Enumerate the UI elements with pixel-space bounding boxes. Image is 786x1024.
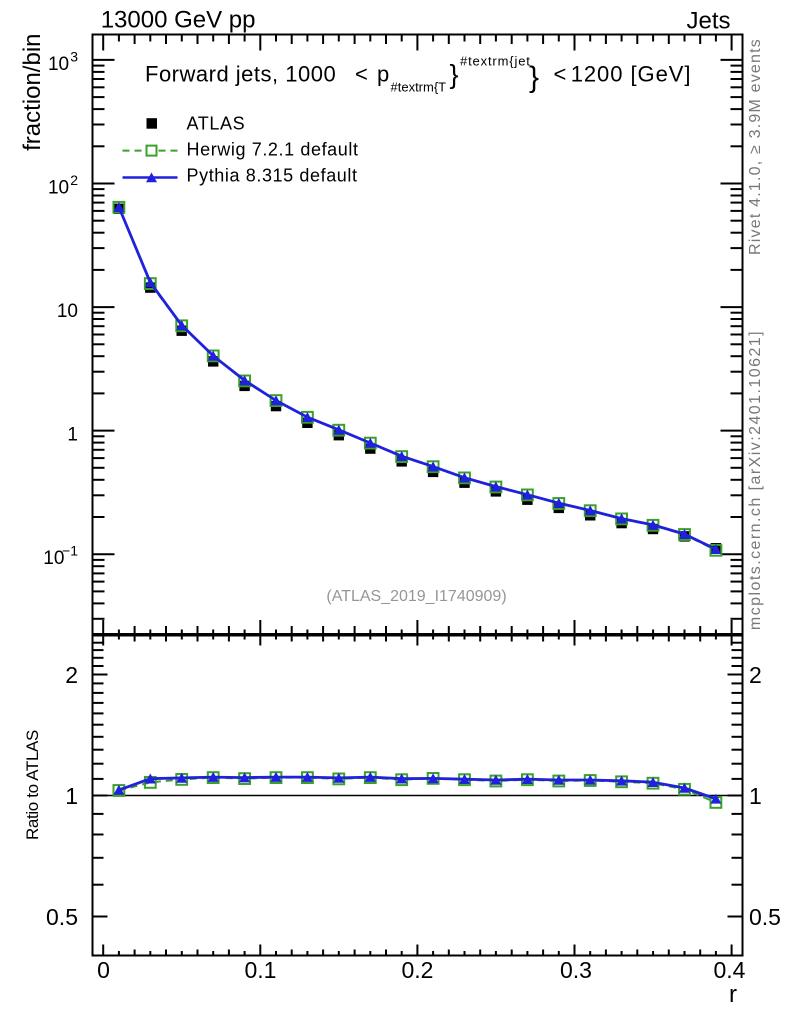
svg-text:mcplots.cern.ch [arXiv:2401.10: mcplots.cern.ch [arXiv:2401.10621] <box>747 330 764 630</box>
svg-text:1200 [GeV]: 1200 [GeV] <box>571 62 692 87</box>
svg-text:}: } <box>450 60 459 90</box>
svg-text:10: 10 <box>48 178 69 199</box>
svg-text:1: 1 <box>65 783 78 809</box>
svg-text:0.5: 0.5 <box>46 904 78 930</box>
svg-text:Forward jets, 1000: Forward jets, 1000 <box>145 62 336 87</box>
svg-text:r: r <box>729 981 737 1008</box>
svg-text:Ratio to ATLAS: Ratio to ATLAS <box>23 730 42 840</box>
svg-text:(ATLAS_2019_I1740909): (ATLAS_2019_I1740909) <box>326 588 506 605</box>
svg-text:10: 10 <box>48 54 69 75</box>
svg-text:10: 10 <box>57 301 78 322</box>
svg-text:0: 0 <box>97 957 110 983</box>
svg-text:2: 2 <box>749 662 762 688</box>
svg-text:Jets: Jets <box>686 7 730 34</box>
svg-text:fraction/bin: fraction/bin <box>19 33 46 150</box>
svg-text:#textrm{T: #textrm{T <box>391 80 447 95</box>
svg-text:0.5: 0.5 <box>749 904 781 930</box>
svg-text:ATLAS: ATLAS <box>187 113 246 133</box>
svg-text:0.4: 0.4 <box>714 957 746 983</box>
svg-text:10: 10 <box>43 548 64 569</box>
svg-text:Pythia 8.315 default: Pythia 8.315 default <box>187 166 358 186</box>
svg-text:p: p <box>377 62 389 87</box>
svg-text:2: 2 <box>70 172 78 188</box>
svg-text:3: 3 <box>70 48 78 64</box>
svg-text:#textrm{jet: #textrm{jet <box>460 54 531 69</box>
svg-text:−1: −1 <box>62 543 78 559</box>
svg-text:13000 GeV pp: 13000 GeV pp <box>101 7 256 34</box>
svg-text:Herwig 7.2.1 default: Herwig 7.2.1 default <box>187 139 359 159</box>
svg-text:<: < <box>355 62 368 87</box>
svg-text:0.2: 0.2 <box>402 957 434 983</box>
svg-text:2: 2 <box>65 662 78 688</box>
svg-text:0.1: 0.1 <box>245 957 277 983</box>
svg-text:<: < <box>554 62 567 87</box>
svg-text:1: 1 <box>67 425 78 446</box>
svg-text:}: } <box>529 61 539 94</box>
svg-text:Rivet 4.1.0, ≥ 3.9M events: Rivet 4.1.0, ≥ 3.9M events <box>747 38 764 255</box>
svg-text:1: 1 <box>749 783 762 809</box>
svg-text:0.3: 0.3 <box>560 957 592 983</box>
